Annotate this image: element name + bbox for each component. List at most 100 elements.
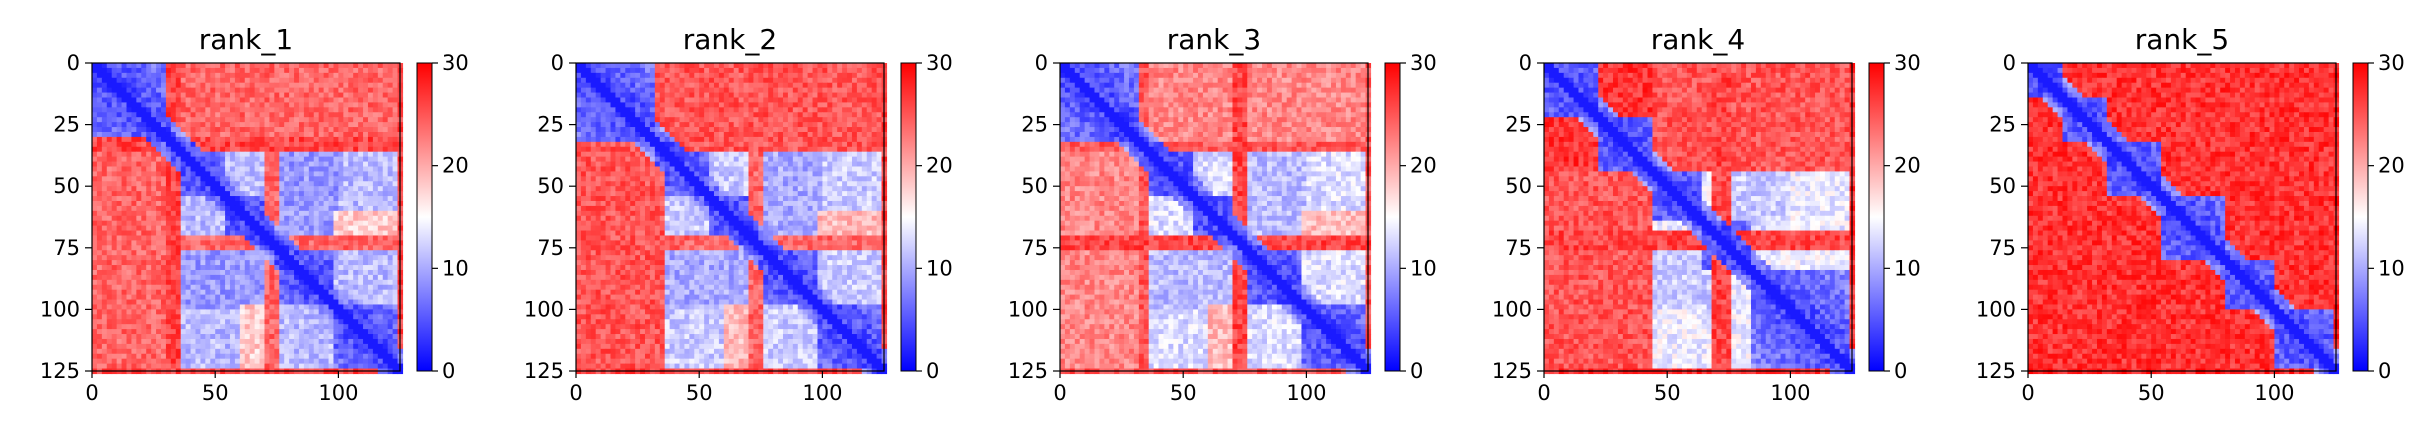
heatmap-cell xyxy=(279,314,285,320)
heatmap-cell xyxy=(170,279,177,286)
heatmap-cell xyxy=(106,338,113,345)
heatmap-cell xyxy=(106,274,113,281)
heatmap-cell xyxy=(367,334,374,340)
heatmap-cell xyxy=(269,255,275,261)
heatmap-cell xyxy=(782,77,789,84)
heatmap-cell xyxy=(333,127,339,133)
heatmap-cell xyxy=(225,353,231,360)
heatmap-cell xyxy=(294,186,300,192)
heatmap-cell xyxy=(866,112,873,118)
heatmap-cell xyxy=(871,82,878,89)
heatmap-cell xyxy=(684,122,690,128)
heatmap-cell xyxy=(328,176,335,182)
heatmap-cell xyxy=(229,294,236,301)
heatmap-cell xyxy=(358,274,364,281)
heatmap-cell xyxy=(200,324,206,330)
heatmap-cell xyxy=(141,314,147,320)
heatmap-cell xyxy=(343,117,349,123)
heatmap-cell xyxy=(131,171,137,177)
heatmap-cell xyxy=(382,67,389,74)
heatmap-cell xyxy=(363,171,369,177)
heatmap-cell xyxy=(205,97,211,104)
heatmap-cell xyxy=(254,265,261,271)
heatmap-cell xyxy=(234,299,241,306)
heatmap-cell xyxy=(303,102,310,108)
heatmap-cell xyxy=(180,265,187,271)
heatmap-cell xyxy=(392,171,399,177)
heatmap-cell xyxy=(738,77,745,84)
heatmap-cell xyxy=(111,107,118,113)
heatmap-cell xyxy=(215,319,221,325)
heatmap-cell xyxy=(111,269,118,276)
heatmap-cell xyxy=(851,112,858,118)
heatmap-cell xyxy=(111,235,118,242)
heatmap-cell xyxy=(259,97,266,104)
heatmap-cell xyxy=(723,92,730,99)
heatmap-cell xyxy=(244,205,251,212)
heatmap-cell xyxy=(679,127,686,133)
heatmap-cell xyxy=(659,107,666,113)
heatmap-cell xyxy=(210,186,216,192)
heatmap-cell xyxy=(308,127,315,133)
heatmap-cell xyxy=(185,235,192,242)
heatmap-cell xyxy=(126,279,133,286)
heatmap-cell xyxy=(151,181,157,187)
heatmap-cell xyxy=(111,245,118,251)
heatmap-cell xyxy=(170,151,177,158)
heatmap-cell xyxy=(234,269,241,276)
heatmap-cell xyxy=(111,255,118,261)
heatmap-cell xyxy=(318,358,325,365)
heatmap-cell xyxy=(323,255,330,261)
heatmap-cell xyxy=(229,141,236,148)
heatmap-cell xyxy=(797,82,804,89)
heatmap-cell xyxy=(367,151,374,158)
heatmap-cell xyxy=(294,181,300,187)
heatmap-cell xyxy=(763,63,769,69)
heatmap-cell xyxy=(210,353,216,360)
heatmap-cell xyxy=(294,136,300,143)
heatmap-cell xyxy=(782,87,789,94)
heatmap-cell xyxy=(141,87,147,94)
heatmap-cell xyxy=(635,107,641,113)
heatmap-cell xyxy=(244,117,251,123)
heatmap-cell xyxy=(353,181,359,187)
heatmap-cell xyxy=(92,314,98,320)
heatmap-cell xyxy=(205,240,211,246)
heatmap-cell xyxy=(876,122,883,128)
heatmap-cell xyxy=(298,245,305,251)
heatmap-cell xyxy=(294,112,300,118)
heatmap-cell xyxy=(768,127,774,133)
heatmap-cell xyxy=(284,235,290,242)
heatmap-cell xyxy=(313,136,320,143)
heatmap-cell xyxy=(160,348,167,355)
heatmap-cell xyxy=(101,136,108,143)
heatmap-cell xyxy=(664,92,671,99)
heatmap-cell xyxy=(679,112,686,118)
heatmap-cell xyxy=(718,117,725,123)
heatmap-cell xyxy=(200,329,206,335)
heatmap-cell xyxy=(170,319,177,325)
heatmap-cell xyxy=(382,225,389,232)
heatmap-cell xyxy=(254,200,261,207)
heatmap-cell xyxy=(165,250,172,256)
heatmap-cell xyxy=(827,97,833,104)
heatmap-cell xyxy=(353,279,359,286)
heatmap-cell xyxy=(318,117,325,123)
heatmap-cell xyxy=(343,358,349,365)
heatmap-cell xyxy=(92,200,98,207)
heatmap-cell xyxy=(323,136,330,143)
heatmap-cell xyxy=(298,265,305,271)
heatmap-cell xyxy=(610,117,617,123)
heatmap-cell xyxy=(289,324,295,330)
heatmap-cell xyxy=(367,269,374,276)
heatmap-cell xyxy=(274,274,280,281)
heatmap-cell xyxy=(382,210,389,217)
heatmap-cell xyxy=(861,122,868,128)
heatmap-cell xyxy=(580,136,587,143)
heatmap-cell xyxy=(654,136,661,143)
heatmap-cell xyxy=(372,67,379,74)
heatmap-cell xyxy=(679,63,686,69)
heatmap-cell xyxy=(190,225,197,232)
heatmap-cell xyxy=(353,87,359,94)
heatmap-cell xyxy=(694,122,700,128)
